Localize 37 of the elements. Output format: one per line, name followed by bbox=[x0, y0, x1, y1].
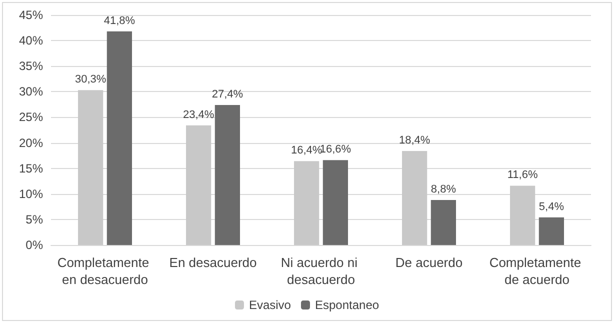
x-tick-label: Ni acuerdo ni desacuerdo bbox=[280, 255, 362, 287]
y-tick-label: 30% bbox=[18, 84, 44, 99]
data-label: 8,8% bbox=[430, 184, 456, 196]
bar bbox=[510, 186, 536, 245]
legend-label: Evasivo bbox=[248, 298, 292, 312]
y-tick-label: 5% bbox=[26, 212, 44, 226]
bar bbox=[294, 161, 320, 245]
y-tick-label: 45% bbox=[18, 8, 44, 22]
bar bbox=[78, 90, 104, 245]
legend-label: Espontaneo bbox=[314, 298, 380, 312]
y-tick-label: 10% bbox=[18, 186, 44, 201]
data-label: 16,4% bbox=[290, 144, 322, 157]
data-label: 16,6% bbox=[320, 144, 352, 156]
y-tick-label: 25% bbox=[18, 110, 44, 124]
data-label: 30,3% bbox=[74, 74, 106, 86]
y-tick-label: 40% bbox=[18, 34, 44, 48]
x-tick-label: En desacuerdo bbox=[169, 255, 257, 270]
bar bbox=[322, 160, 348, 245]
x-tick-label: Completamente en desacuerdo bbox=[57, 255, 153, 287]
data-label: 18,4% bbox=[398, 134, 430, 146]
y-tick-label: 35% bbox=[18, 59, 44, 74]
data-label: 5,4% bbox=[538, 200, 564, 213]
data-label: 27,4% bbox=[212, 88, 244, 100]
x-tick-label: De acuerdo bbox=[395, 255, 463, 270]
data-label: 23,4% bbox=[182, 108, 214, 121]
data-label: 11,6% bbox=[507, 169, 538, 182]
x-tick-label: Completamente de acuerdo bbox=[489, 255, 585, 287]
bar bbox=[186, 125, 212, 245]
bar bbox=[402, 150, 428, 245]
bar bbox=[538, 217, 564, 245]
y-tick-label: 15% bbox=[18, 161, 44, 176]
data-label: 41,8% bbox=[104, 14, 136, 27]
bar bbox=[106, 31, 132, 245]
y-tick-label: 20% bbox=[18, 136, 44, 150]
y-tick-label: 0% bbox=[26, 238, 44, 252]
bar bbox=[430, 200, 456, 245]
bar bbox=[214, 104, 240, 245]
